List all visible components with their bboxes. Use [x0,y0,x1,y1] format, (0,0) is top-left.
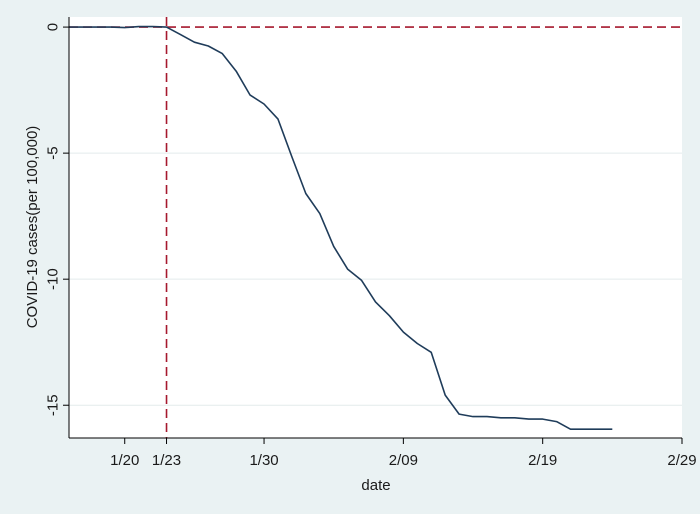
y-axis-label: COVID-19 cases(per 100,000) [24,126,41,329]
x-tick-label: 2/29 [667,452,696,469]
plot-area-background [69,17,682,438]
x-tick-label: 2/09 [389,452,418,469]
y-tick-label: -10 [44,268,61,290]
x-tick-label: 1/23 [152,452,181,469]
x-tick-label: 1/30 [249,452,278,469]
y-tick-label: -15 [44,394,61,416]
y-tick-label: -5 [44,146,61,159]
y-tick-label: 0 [44,23,61,31]
x-tick-label: 1/20 [110,452,139,469]
x-tick-label: 2/19 [528,452,557,469]
x-axis-label: date [361,477,390,494]
series-line [69,25,613,431]
